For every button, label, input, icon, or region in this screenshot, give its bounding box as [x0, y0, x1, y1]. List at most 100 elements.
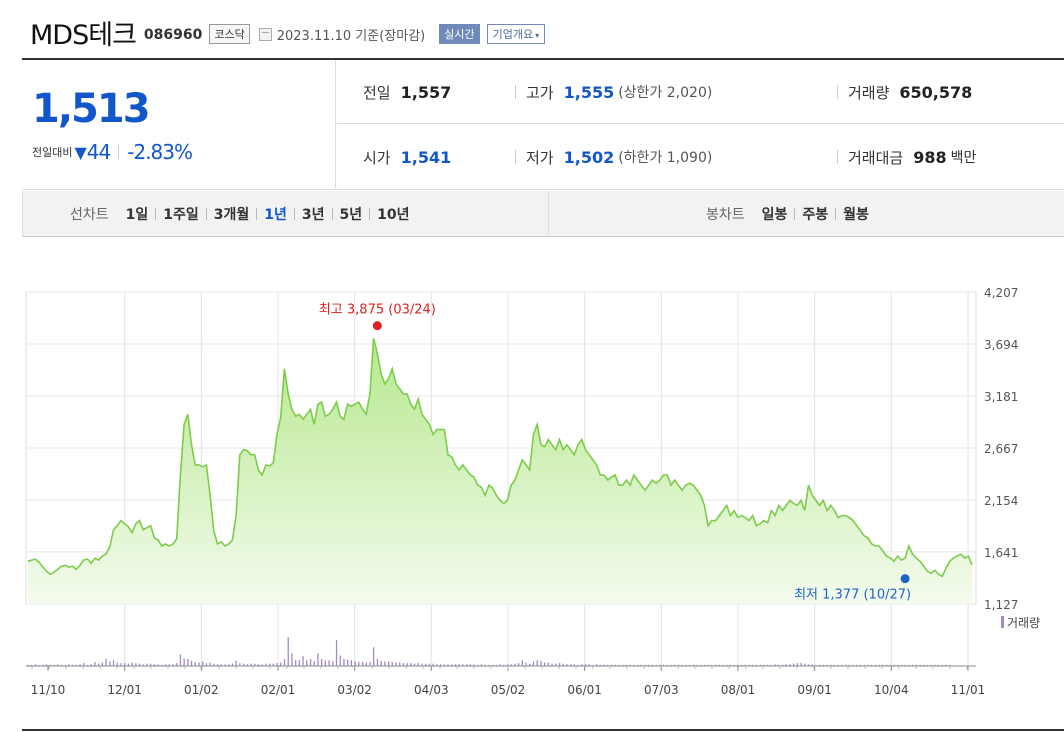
volume-bar — [428, 663, 431, 666]
volume-bar — [867, 664, 869, 666]
x-tick-label: 08/01 — [721, 683, 756, 697]
volume-bar — [60, 664, 63, 666]
tab-period-4[interactable]: 3년 — [301, 207, 325, 223]
volume-bar — [283, 659, 286, 666]
tab-period-6[interactable]: 10년 — [377, 207, 410, 223]
divider — [515, 150, 516, 164]
volume-bar — [659, 664, 661, 666]
volume-bar — [120, 663, 122, 666]
volume-bar — [484, 664, 486, 666]
open-label: 시가 — [363, 148, 391, 167]
volume-bar — [778, 664, 780, 666]
volume-bar — [726, 664, 728, 666]
volume-bar — [213, 663, 215, 666]
volume-bar — [584, 664, 587, 666]
volume-bar — [741, 664, 743, 666]
x-tick-label: 11/10 — [31, 683, 66, 697]
x-tick-label: 09/01 — [797, 683, 832, 697]
volume-bar — [819, 664, 821, 666]
price-area — [28, 338, 972, 604]
open-value: 1,541 — [400, 147, 452, 167]
tab-candle-2[interactable]: 월봉 — [843, 207, 869, 223]
divider — [837, 150, 838, 164]
volume-bar — [380, 660, 382, 666]
volume-bar — [86, 664, 89, 666]
volume-bar — [443, 664, 445, 666]
x-tick-label: 02/01 — [261, 683, 296, 697]
volume: 거래량 650,578 — [837, 60, 972, 124]
volume-bar — [703, 664, 706, 666]
volume-bar — [707, 664, 709, 666]
volume-bar — [324, 660, 326, 666]
bottom-rule — [22, 729, 1064, 731]
volume-bar — [930, 664, 932, 666]
volume-bar — [164, 664, 167, 666]
volume-bar — [387, 661, 390, 666]
divider — [515, 85, 516, 99]
volume-bar — [941, 664, 943, 666]
volume-bar — [923, 664, 925, 666]
volume-bar — [748, 664, 750, 666]
volume-bar — [384, 661, 386, 666]
volume-bar — [596, 664, 598, 666]
tab-period-5[interactable]: 5년 — [339, 207, 363, 223]
tab-divider — [835, 208, 837, 220]
volume-bar — [131, 662, 133, 666]
volume-bar — [399, 662, 401, 666]
volume-bar — [135, 663, 137, 666]
volume-label: 거래량 — [848, 83, 890, 102]
tab-period-0[interactable]: 1일 — [125, 207, 149, 223]
volume-bar — [919, 664, 921, 666]
volume-bar — [636, 664, 639, 666]
line-chart-tabs: 선차트 1일 1주일 3개월 1년 3년 5년 10년 — [70, 191, 417, 237]
volume-bar — [306, 660, 308, 666]
volume-bar — [666, 664, 668, 666]
x-tick-label: 06/01 — [567, 683, 602, 697]
volume-bar — [566, 664, 568, 666]
volume-bar — [105, 659, 107, 666]
volume-bar — [882, 664, 884, 666]
current-price-box: 1,513 전일대비 ▼ 44 -2.83% — [22, 60, 336, 190]
volume-bar — [893, 664, 895, 666]
volume-bar — [811, 664, 813, 666]
tab-period-1[interactable]: 1주일 — [163, 207, 199, 223]
divider — [22, 191, 23, 237]
volume-bar — [38, 664, 40, 666]
company-info-label: 기업개요 — [492, 28, 534, 41]
volume-bar — [815, 664, 817, 666]
tab-divider — [155, 208, 157, 220]
tab-divider — [794, 208, 796, 220]
down-triangle-icon: ▼ — [74, 142, 87, 162]
volume-bar — [109, 661, 111, 666]
tab-divider — [331, 208, 333, 220]
tab-candle-1[interactable]: 주봉 — [802, 207, 829, 223]
volume-bar — [807, 664, 810, 666]
tab-candle-0[interactable]: 일봉 — [761, 207, 788, 223]
amount-unit: 백만 — [950, 150, 977, 166]
stock-code: 086960 — [143, 27, 203, 43]
tab-period-3[interactable]: 1년 — [264, 207, 287, 223]
volume-bar — [350, 660, 352, 666]
volume-bar — [57, 664, 59, 666]
volume-bar — [75, 664, 77, 666]
open-price: 시가 1,541 — [363, 125, 451, 189]
tab-period-2[interactable]: 3개월 — [213, 207, 250, 223]
volume-bar — [313, 661, 315, 666]
x-tick-label: 11/01 — [951, 683, 986, 697]
volume-bar — [235, 660, 237, 666]
volume-bar — [622, 664, 624, 666]
volume-bar — [949, 664, 951, 666]
volume-bar — [603, 664, 605, 666]
volume-bar — [863, 664, 865, 666]
volume-bar — [915, 664, 917, 666]
volume-bar — [354, 661, 356, 666]
volume-bar — [503, 664, 505, 666]
realtime-button[interactable]: 실시간 — [439, 24, 480, 44]
volume-bar — [31, 664, 33, 666]
volume-bar — [871, 664, 873, 666]
company-info-button[interactable]: 기업개요 ▾ — [486, 24, 546, 44]
volume-bar — [599, 664, 601, 666]
volume-bar — [544, 662, 546, 666]
current-price: 1,513 — [32, 86, 151, 132]
volume-bar — [889, 664, 891, 666]
